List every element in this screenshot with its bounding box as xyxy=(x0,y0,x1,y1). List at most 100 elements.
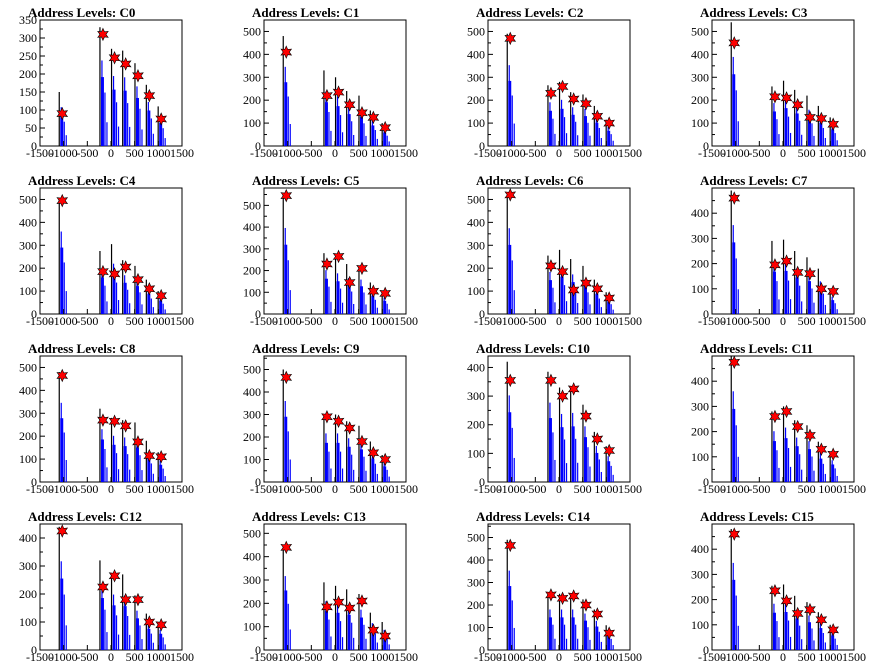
histogram-bar xyxy=(347,285,351,314)
x-tick-label: 500 xyxy=(126,482,144,496)
peak-marker-star xyxy=(143,615,156,629)
histogram-bar xyxy=(123,446,127,482)
histogram-bar xyxy=(607,130,611,146)
panel-c15: Address Levels: C15 0 100 200 300 400 -1500-10… xyxy=(691,509,866,664)
peak-marker-star xyxy=(827,447,840,462)
x-tick-label: 1000 xyxy=(818,314,842,328)
x-tick-label: 0 xyxy=(780,482,786,496)
panel-c10: Address Levels: C10 0 100 200 300 400 -1500-10… xyxy=(467,341,642,496)
histogram-bar xyxy=(571,114,575,146)
x-tick-label: 1000 xyxy=(370,482,394,496)
y-tick-label: 200 xyxy=(243,93,261,107)
peak-marker-star xyxy=(567,382,580,396)
y-tick-label: 200 xyxy=(467,598,485,612)
y-tick-label: 0 xyxy=(479,139,485,153)
y-tick-label: 100 xyxy=(243,285,261,299)
histogram-bar xyxy=(336,281,340,314)
x-tick-label: 0 xyxy=(780,146,786,160)
histogram-bar xyxy=(60,114,64,146)
y-tick-label: 350 xyxy=(19,13,37,27)
panel-title: Address Levels: C9 xyxy=(252,341,360,356)
x-tick-label: -1500 xyxy=(698,314,726,328)
y-tick-label: 200 xyxy=(467,93,485,107)
panel-c4: Address Levels: C40100200300400500-1500-… xyxy=(19,173,194,328)
peak-marker-star xyxy=(545,259,557,273)
peak-marker-star xyxy=(556,79,569,94)
panel-c3: Address Levels: C30100200300400500-1500-… xyxy=(691,5,866,160)
y-tick-label: 0 xyxy=(703,475,709,489)
peak-marker-star xyxy=(603,291,616,305)
histogram-bar xyxy=(595,626,599,650)
histogram-bar xyxy=(795,277,799,314)
panel-title: Address Levels: C5 xyxy=(252,173,360,188)
panel-title: Address Levels: C15 xyxy=(700,509,814,524)
y-tick-label: 500 xyxy=(691,24,709,38)
peak-marker-star xyxy=(280,188,293,203)
peak-marker-star xyxy=(580,96,592,111)
x-tick-label: -500 xyxy=(524,482,546,496)
x-tick-label: -500 xyxy=(748,146,770,160)
peak-marker-star xyxy=(97,580,109,594)
x-tick-label: 1500 xyxy=(618,146,642,160)
histogram-bar xyxy=(60,247,64,314)
x-tick-label: 1000 xyxy=(818,482,842,496)
peak-marker-star xyxy=(367,446,380,460)
histogram-bar xyxy=(60,578,64,650)
y-tick-label: 400 xyxy=(243,385,261,399)
peak-marker-star xyxy=(155,288,168,303)
panel-c1: Address Levels: C10100200300400500-1500-… xyxy=(243,5,418,160)
y-tick-label: 300 xyxy=(691,231,709,245)
y-tick-label: 200 xyxy=(19,429,37,443)
y-tick-label: 0 xyxy=(255,643,261,657)
histogram-bar xyxy=(508,80,512,146)
x-tick-label: 1500 xyxy=(170,314,194,328)
y-tick-label: 300 xyxy=(467,576,485,590)
peak-marker-star xyxy=(280,540,293,555)
x-tick-label: 0 xyxy=(556,482,562,496)
histogram-bar xyxy=(571,282,575,314)
peak-marker-star xyxy=(556,389,569,403)
peak-marker-star xyxy=(132,69,144,83)
peak-marker-star xyxy=(379,120,392,135)
histogram-bar xyxy=(607,461,611,482)
histogram-bar xyxy=(807,622,811,650)
x-tick-label: -1500 xyxy=(26,146,54,160)
histogram-bar xyxy=(112,444,116,482)
histogram-bar xyxy=(100,77,104,146)
peak-marker-star xyxy=(827,284,840,299)
histogram-bar xyxy=(571,617,575,650)
x-tick-label: -500 xyxy=(300,314,322,328)
histogram-bar xyxy=(831,635,835,650)
panel-title: Address Levels: C7 xyxy=(700,173,808,188)
peak-marker-star xyxy=(591,432,604,446)
y-tick-label: 400 xyxy=(19,531,37,545)
y-tick-label: 300 xyxy=(19,559,37,573)
peak-marker-star xyxy=(780,254,793,268)
x-tick-label: -1500 xyxy=(474,482,502,496)
peak-marker-star xyxy=(769,90,781,104)
panel-title: Address Levels: C12 xyxy=(28,509,142,524)
peak-marker-star xyxy=(343,421,356,435)
peak-marker-star xyxy=(356,594,368,608)
x-tick-label: 1000 xyxy=(818,650,842,664)
y-tick-label: 200 xyxy=(691,257,709,271)
x-tick-label: 1500 xyxy=(170,650,194,664)
peak-marker-star xyxy=(545,588,557,602)
x-tick-label: 1000 xyxy=(594,650,618,664)
x-tick-label: -500 xyxy=(524,650,546,664)
y-tick-label: 300 xyxy=(19,31,37,45)
histogram-bar xyxy=(347,114,351,146)
histogram-bar xyxy=(784,108,788,146)
peak-marker-star xyxy=(728,36,741,50)
histogram-bar xyxy=(284,416,288,482)
peak-marker-star xyxy=(132,592,144,607)
panel-c2: Address Levels: C20100200300400500-1500-… xyxy=(467,5,642,160)
x-tick-label: -1000 xyxy=(722,650,750,664)
histogram-bar xyxy=(147,110,151,146)
histogram-bar xyxy=(795,113,799,146)
x-tick-label: 1500 xyxy=(842,146,866,160)
y-tick-label: 0 xyxy=(479,643,485,657)
x-tick-label: 1000 xyxy=(370,146,394,160)
x-tick-label: -500 xyxy=(300,482,322,496)
y-tick-label: 400 xyxy=(467,360,485,374)
